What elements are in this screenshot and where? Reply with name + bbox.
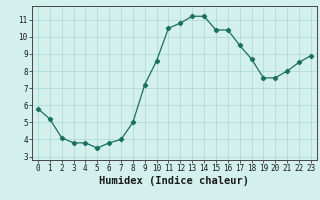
X-axis label: Humidex (Indice chaleur): Humidex (Indice chaleur) <box>100 176 249 186</box>
